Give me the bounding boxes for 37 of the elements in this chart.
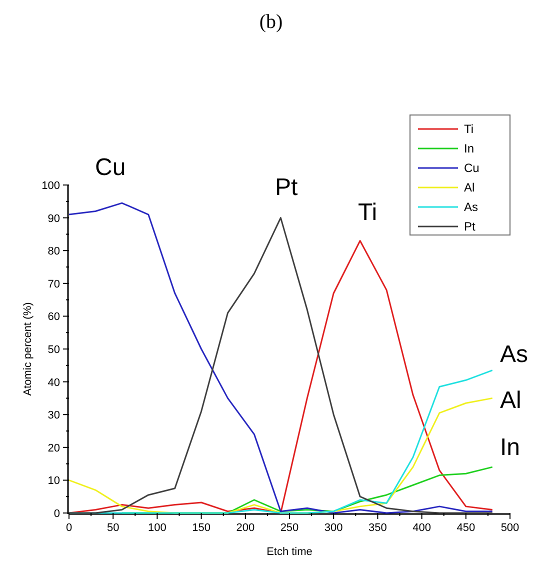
annotation: In (500, 434, 520, 461)
legend-label: Pt (464, 220, 476, 234)
legend-label: Cu (464, 161, 480, 175)
y-tick-label: 80 (48, 246, 60, 258)
annotation: As (500, 341, 528, 368)
y-tick-label: 60 (48, 311, 60, 324)
x-tick-label: 100 (148, 522, 166, 534)
x-tick-label: 400 (412, 522, 431, 534)
annotation: Pt (275, 174, 298, 201)
y-axis-title: Atomic percent (%) (22, 302, 34, 396)
y-tick-label: 20 (48, 442, 60, 454)
y-tick-label: 50 (48, 344, 60, 356)
x-tick-label: 300 (324, 522, 343, 534)
annotation: Al (500, 387, 522, 414)
x-tick-label: 200 (236, 522, 255, 534)
y-tick-label: 70 (48, 278, 60, 290)
y-tick-label: 100 (42, 180, 60, 192)
text: Cu (95, 154, 126, 181)
x-tick-label: 150 (192, 522, 210, 534)
annotation: Ti (358, 199, 378, 226)
y-tick-label: 10 (48, 475, 60, 488)
x-tick-label: 350 (368, 522, 387, 534)
y-tick-label: 90 (48, 212, 60, 225)
chart-title: (b) (259, 11, 283, 33)
x-tick-label: 500 (500, 522, 520, 534)
y-tick-label: 0 (54, 508, 60, 520)
legend-label: Al (464, 180, 475, 194)
legend-label: As (464, 200, 478, 214)
x-axis-title: Etch time (266, 546, 312, 558)
x-tick-label: 50 (106, 522, 120, 534)
x-tick-label: 450 (456, 522, 476, 534)
y-tick-label: 40 (48, 376, 60, 389)
y-tick-label: 30 (48, 410, 60, 422)
x-tick-label: 250 (280, 522, 299, 534)
legend-label: In (464, 142, 474, 156)
legend-label: Ti (464, 122, 474, 136)
x-tick-label: 0 (66, 522, 72, 534)
